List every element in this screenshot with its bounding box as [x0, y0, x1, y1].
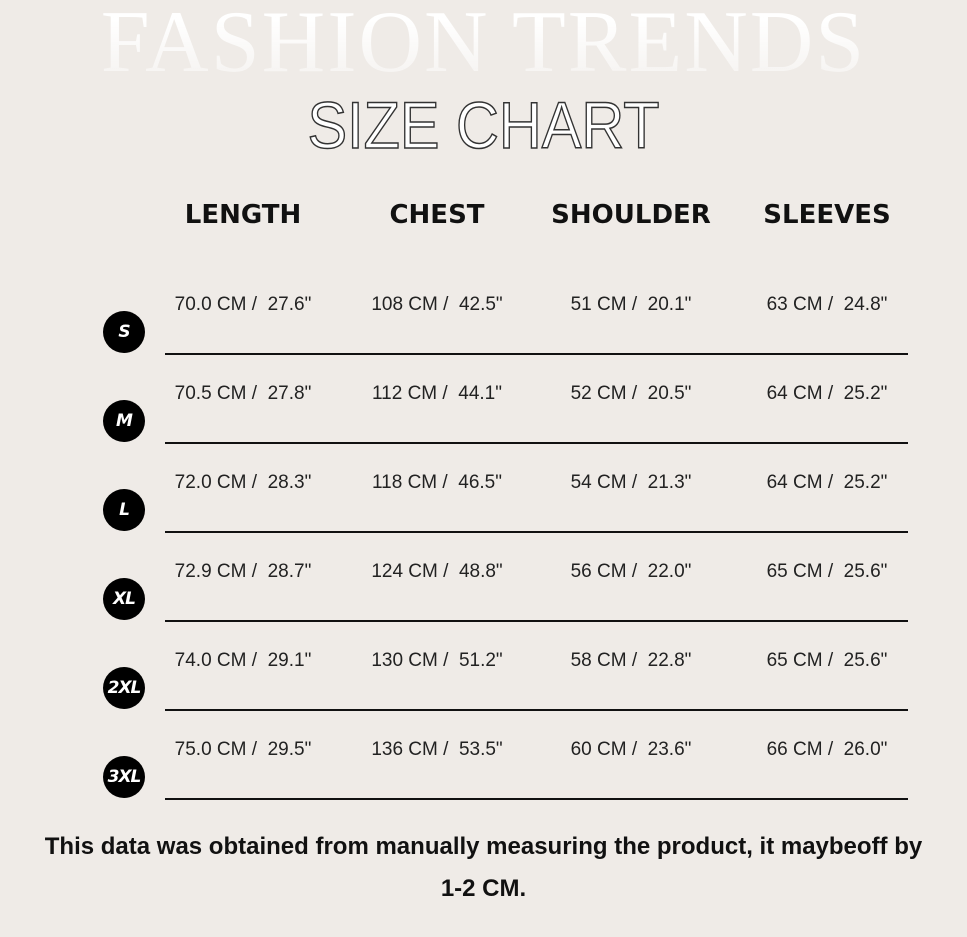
measurement-cell: 65 CM / 25.6"	[766, 561, 888, 582]
measurement-cell: 64 CM / 25.2"	[766, 383, 888, 404]
header-shoulder: SHOULDER	[551, 200, 711, 230]
row-divider	[165, 353, 908, 355]
size-badge: M	[103, 400, 145, 442]
measurement-cell: 64 CM / 25.2"	[766, 472, 888, 493]
measurement-cell: 65 CM / 25.6"	[766, 650, 888, 671]
measurement-cell: 130 CM / 51.2"	[371, 650, 503, 671]
row-divider	[165, 798, 908, 800]
measurement-cell: 72.0 CM / 28.3"	[174, 472, 312, 493]
measurement-cell: 52 CM / 20.5"	[570, 383, 692, 404]
header-chest: CHEST	[389, 200, 485, 230]
page-title: SIZE CHART	[307, 88, 660, 162]
measurement-cell: 124 CM / 48.8"	[371, 561, 503, 582]
size-badge: XL	[103, 578, 145, 620]
measurement-cell: 112 CM / 44.1"	[372, 383, 502, 404]
measurement-cell: 70.5 CM / 27.8"	[174, 383, 312, 404]
table-row: S 70.0 CM / 27.6" 108 CM / 42.5" 51 CM / 20…	[0, 290, 967, 379]
row-divider	[165, 620, 908, 622]
measurement-cell: 66 CM / 26.0"	[766, 739, 888, 760]
measurement-cell: 136 CM / 53.5"	[371, 739, 503, 760]
measurement-cell: 75.0 CM / 29.5"	[174, 739, 312, 760]
measurement-cell: 108 CM / 42.5"	[371, 294, 503, 315]
row-divider	[165, 709, 908, 711]
measurement-cell: 63 CM / 24.8"	[766, 294, 888, 315]
row-divider	[165, 442, 908, 444]
background-watermark-text: FASHION TRENDS	[0, 0, 967, 87]
table-row: XL 72.9 CM / 28.7" 124 CM / 48.8" 56 CM / 2…	[0, 557, 967, 646]
header-length: LENGTH	[184, 200, 302, 230]
size-badge: S	[103, 311, 145, 353]
size-badge: L	[103, 489, 145, 531]
header-sleeves: SLEEVES	[763, 200, 891, 230]
measurement-cell: 60 CM / 23.6"	[570, 739, 692, 760]
table-row: 3XL 75.0 CM / 29.5" 136 CM / 53.5" 60 CM / …	[0, 735, 967, 824]
table-row: L 72.0 CM / 28.3" 118 CM / 46.5" 54 CM / 21…	[0, 468, 967, 557]
measurement-cell: 58 CM / 22.8"	[570, 650, 692, 671]
size-badge: 2XL	[103, 667, 145, 709]
table-row: M 70.5 CM / 27.8" 112 CM / 44.1" 52 CM / 20…	[0, 379, 967, 468]
measurement-cell: 72.9 CM / 28.7"	[174, 561, 312, 582]
measurement-cell: 51 CM / 20.1"	[570, 294, 692, 315]
measurement-cell: 56 CM / 22.0"	[570, 561, 692, 582]
measurement-cell: 74.0 CM / 29.1"	[174, 650, 312, 671]
measurement-cell: 54 CM / 21.3"	[570, 472, 692, 493]
size-badge: 3XL	[103, 756, 145, 798]
row-divider	[165, 531, 908, 533]
measurement-cell: 70.0 CM / 27.6"	[174, 294, 312, 315]
measurement-cell: 118 CM / 46.5"	[372, 472, 502, 493]
table-row: 2XL 74.0 CM / 29.1" 130 CM / 51.2" 58 CM / …	[0, 646, 967, 735]
measurement-note: This data was obtained from manually mea…	[44, 833, 923, 902]
